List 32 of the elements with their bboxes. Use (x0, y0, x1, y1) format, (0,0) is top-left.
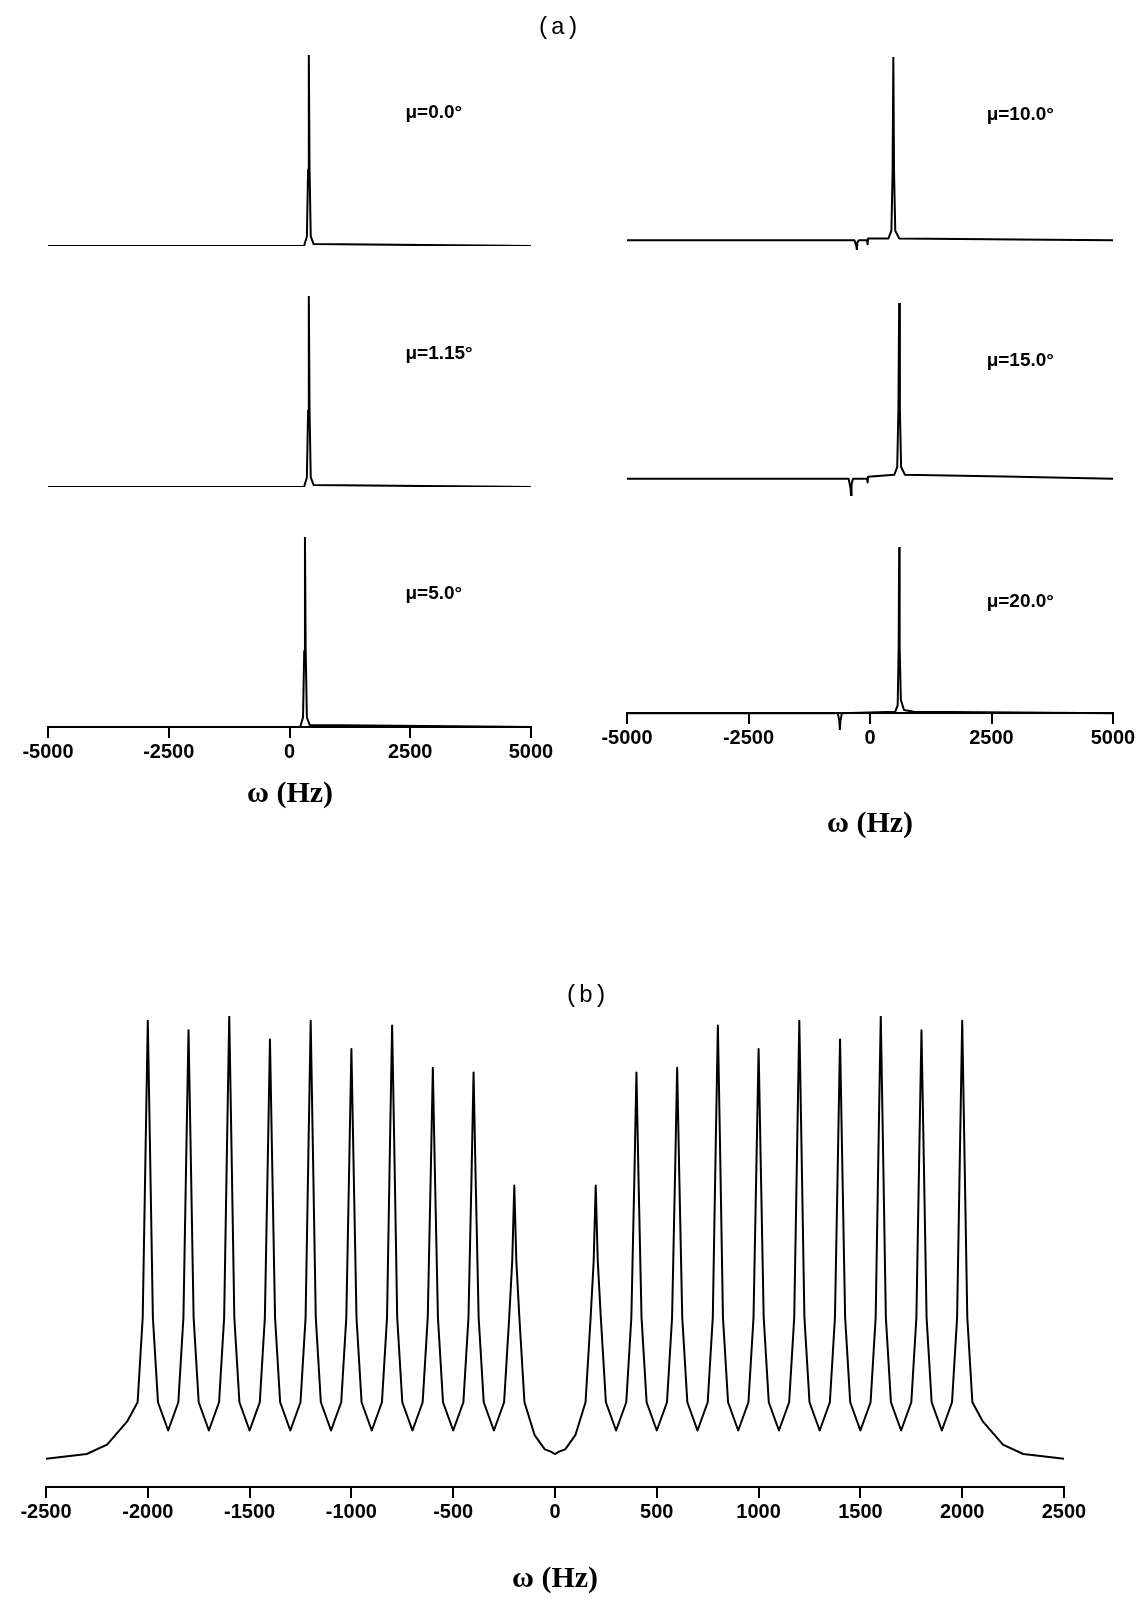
x-tick-label: 0 (864, 725, 876, 748)
x-tick-label: -1000 (325, 1499, 377, 1522)
x-tick-label: -2500 (20, 1499, 72, 1522)
annotation: μ=1.15° (405, 341, 473, 363)
annotation: μ=15.0° (986, 349, 1054, 371)
x-tick-label: -500 (433, 1499, 474, 1522)
x-tick-label: -2000 (122, 1499, 174, 1522)
x-tick-label: 2500 (388, 739, 433, 762)
x-tick-label: 2500 (969, 725, 1014, 748)
x-tick-label: 5000 (508, 739, 554, 762)
x-tick-label: 2500 (1041, 1499, 1087, 1522)
x-tick-label: 1000 (736, 1499, 781, 1522)
x-tick-label: 1500 (838, 1499, 883, 1522)
chart-title: (a) (536, 14, 580, 41)
x-tick-label: 500 (640, 1499, 674, 1522)
chart-title: (b) (564, 982, 608, 1009)
annotation: μ=5.0° (405, 582, 463, 604)
annotation: μ=0.0° (405, 100, 463, 122)
annotation: μ=20.0° (986, 590, 1054, 612)
x-tick-label: -2500 (143, 739, 195, 762)
x-tick-label: -5000 (601, 725, 653, 748)
annotation: μ=10.0° (986, 103, 1054, 125)
x-tick-label: 2000 (939, 1499, 985, 1522)
x-axis-title: ω (Hz) (511, 1560, 599, 1594)
x-tick-label: 0 (549, 1499, 561, 1522)
x-tick-label: 0 (283, 739, 296, 762)
x-axis-title: ω (Hz) (826, 805, 914, 839)
x-tick-label: -2500 (722, 725, 775, 748)
x-tick-label: 5000 (1090, 725, 1136, 748)
x-axis-title: ω (Hz) (246, 775, 334, 809)
x-tick-label: -1500 (224, 1499, 276, 1522)
x-tick-label: -5000 (22, 739, 74, 762)
